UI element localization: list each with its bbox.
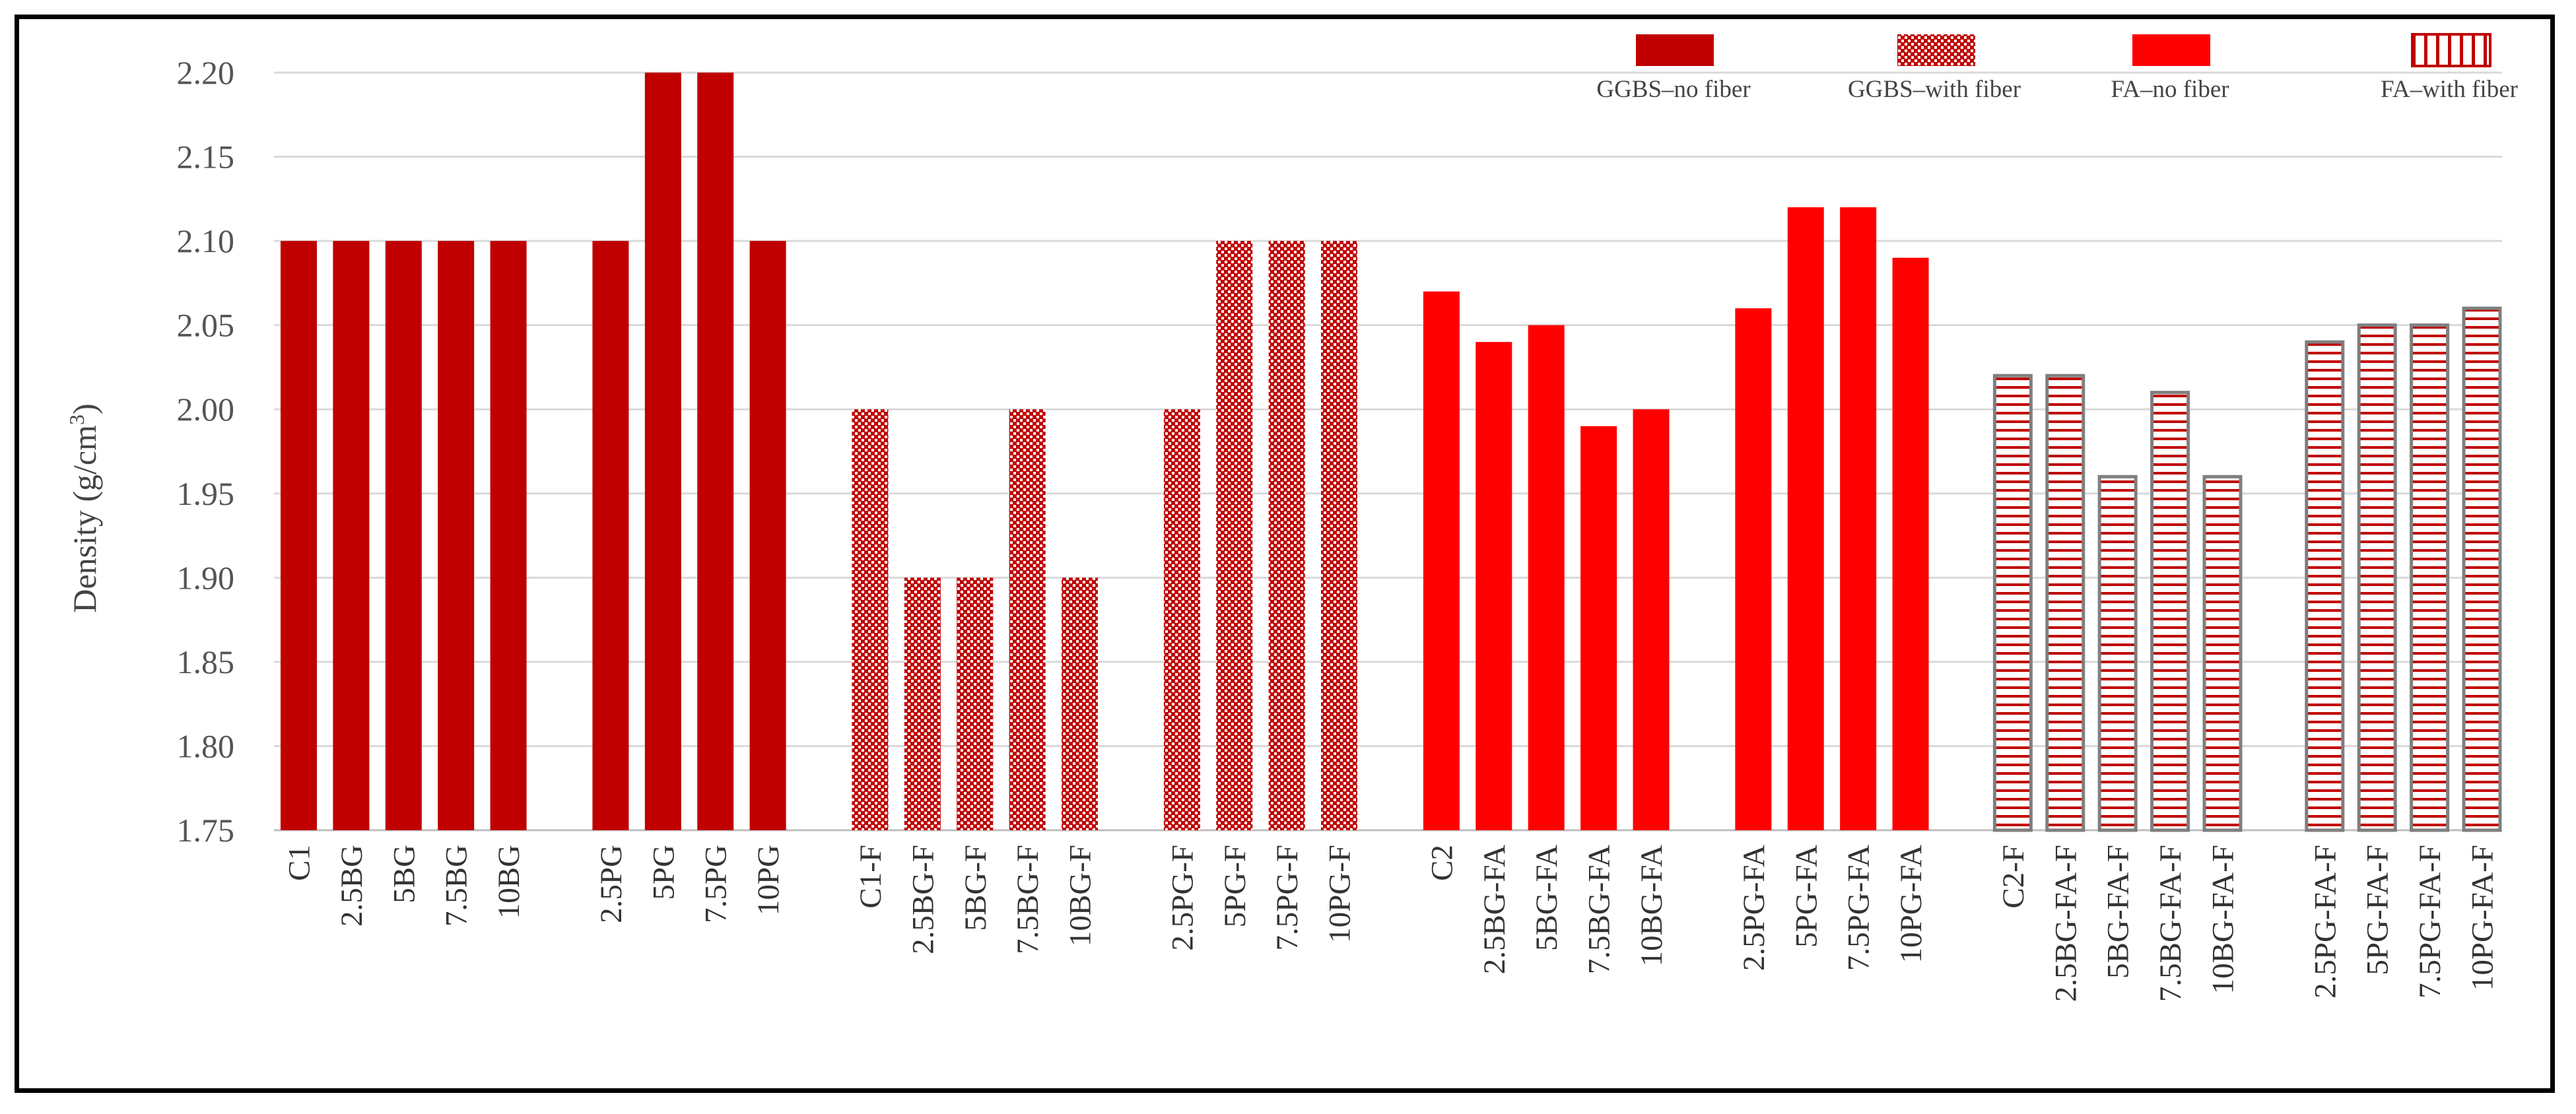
x-tick-10bg: 10BG bbox=[492, 845, 526, 919]
x-tick-7-5bg-fa: 7.5BG-FA bbox=[1582, 845, 1617, 974]
y-tick-2-10: 2.10 bbox=[177, 222, 235, 259]
y-tick-2-15: 2.15 bbox=[177, 139, 235, 176]
bar-7-5bg-fa bbox=[1580, 426, 1617, 830]
legend: GGBS–no fiber GGBS–with fiber FA–no fiber F… bbox=[1596, 33, 2518, 103]
x-tick-5bg-fa-f: 5BG-FA-F bbox=[2101, 845, 2136, 979]
bar-10bg bbox=[490, 241, 527, 831]
x-tick-10pg: 10PG bbox=[751, 845, 786, 915]
bar-2-5pg-fa bbox=[1735, 308, 1772, 831]
y-axis-label-main: Density (g/cm bbox=[66, 425, 103, 613]
bar-10bg-fa bbox=[1633, 409, 1670, 830]
x-tick-7-5bg-f: 7.5BG-F bbox=[1011, 845, 1045, 954]
x-tick-2-5bg: 2.5BG bbox=[335, 845, 369, 927]
x-tick-5bg-fa: 5BG-FA bbox=[1530, 845, 1564, 951]
x-tick-7-5bg: 7.5BG bbox=[440, 845, 474, 927]
bars bbox=[281, 73, 2502, 832]
bar-10bg-fa-f bbox=[2202, 475, 2243, 832]
y-axis-label: Density (g/cm3) bbox=[65, 403, 103, 612]
bar-5pg-fa-f bbox=[2357, 323, 2397, 832]
x-tick-10pg-fa-f: 10PG-FA-F bbox=[2466, 845, 2500, 991]
legend-swatch-ggbs-with-fiber bbox=[1897, 34, 1975, 66]
y-tick-2-20: 2.20 bbox=[177, 54, 235, 91]
bar-5bg bbox=[385, 241, 422, 831]
x-tick-10pg-f: 10PG-F bbox=[1323, 845, 1357, 943]
x-tick-5pg: 5PG bbox=[646, 845, 681, 900]
bar-10pg bbox=[749, 241, 786, 831]
bar-10pg-fa bbox=[1892, 257, 1929, 831]
x-tick-c1-f: C1-F bbox=[854, 845, 888, 909]
x-tick-2-5bg-f: 2.5BG-F bbox=[906, 845, 940, 954]
x-tick-7-5bg-fa-f: 7.5BG-FA-F bbox=[2153, 845, 2188, 1002]
bar-2-5pg-f bbox=[1163, 409, 1200, 830]
y-tick-2-00: 2.00 bbox=[177, 391, 235, 428]
x-tick-c1: C1 bbox=[283, 845, 317, 881]
x-tick-2-5bg-fa-f: 2.5BG-FA-F bbox=[2049, 845, 2083, 1002]
y-tick-1-80: 1.80 bbox=[177, 727, 235, 764]
legend-swatch-fa-with-fiber bbox=[2411, 33, 2491, 67]
bar-7-5bg bbox=[438, 241, 475, 831]
bar-2-5bg-fa-f bbox=[2045, 374, 2085, 832]
bar-5bg-fa bbox=[1528, 325, 1565, 831]
legend-label-fa-no-fiber: FA–no fiber bbox=[2111, 76, 2229, 103]
x-tick-7-5pg: 7.5PG bbox=[699, 845, 733, 923]
legend-swatch-ggbs-no-fiber bbox=[1636, 34, 1714, 66]
bar-2-5pg bbox=[592, 241, 629, 831]
bar-c1 bbox=[281, 241, 317, 831]
bar-10pg-f bbox=[1321, 241, 1358, 831]
x-tick-10bg-fa: 10BG-FA bbox=[1635, 845, 1669, 967]
y-tick-1-75: 1.75 bbox=[177, 812, 235, 849]
x-tick-2-5pg-fa: 2.5PG-FA bbox=[1737, 845, 1771, 971]
x-tick-5bg-f: 5BG-F bbox=[959, 845, 993, 931]
legend-swatch-fa-no-fiber bbox=[2132, 34, 2210, 66]
y-tick-1-95: 1.95 bbox=[177, 475, 235, 512]
x-tick-5pg-fa: 5PG-FA bbox=[1789, 845, 1823, 948]
x-tick-5bg: 5BG bbox=[387, 845, 421, 903]
legend-label-ggbs-with-fiber: GGBS–with fiber bbox=[1848, 76, 2021, 103]
x-tick-7-5pg-fa: 7.5PG-FA bbox=[1842, 845, 1876, 971]
y-axis-label-sup: 3 bbox=[65, 414, 88, 425]
bar-7-5bg-fa-f bbox=[2150, 391, 2190, 832]
x-tick-2-5pg: 2.5PG bbox=[594, 845, 628, 923]
bar-c2 bbox=[1423, 291, 1460, 831]
bar-10bg-f bbox=[1062, 577, 1099, 830]
legend-label-ggbs-no-fiber: GGBS–no fiber bbox=[1596, 76, 1750, 103]
bar-7-5bg-f bbox=[1009, 409, 1046, 830]
x-tick-c2-f: C2-F bbox=[1996, 845, 2031, 909]
x-tick-7-5pg-fa-f: 7.5PG-FA-F bbox=[2413, 845, 2447, 999]
bar-7-5pg-fa-f bbox=[2410, 323, 2450, 832]
bar-5bg-f bbox=[957, 577, 994, 830]
y-axis-label-close: ) bbox=[66, 403, 103, 414]
x-tick-10bg-fa-f: 10BG-FA-F bbox=[2206, 845, 2240, 994]
bar-2-5bg-f bbox=[904, 577, 941, 830]
x-tick-2-5bg-fa: 2.5BG-FA bbox=[1477, 845, 1512, 974]
y-tick-2-05: 2.05 bbox=[177, 307, 235, 344]
bar-5pg-f bbox=[1216, 241, 1253, 831]
y-tick-1-85: 1.85 bbox=[177, 643, 235, 680]
bar-2-5bg bbox=[333, 241, 370, 831]
x-tick-10pg-fa: 10PG-FA bbox=[1894, 845, 1928, 963]
x-tick-7-5pg-f: 7.5PG-F bbox=[1270, 845, 1305, 951]
bar-10pg-fa-f bbox=[2462, 306, 2502, 832]
bar-2-5pg-fa-f bbox=[2305, 340, 2345, 832]
bar-5pg bbox=[644, 73, 681, 830]
legend-label-fa-with-fiber: FA–with fiber bbox=[2381, 76, 2518, 103]
bar-5bg-fa-f bbox=[2097, 475, 2138, 832]
bar-2-5bg-fa bbox=[1475, 342, 1512, 830]
x-tick-2-5pg-fa-f: 2.5PG-FA-F bbox=[2308, 845, 2342, 999]
bar-7-5pg-fa bbox=[1840, 207, 1877, 831]
bar-7-5pg-f bbox=[1268, 241, 1305, 831]
x-tick-5pg-f: 5PG-F bbox=[1218, 845, 1252, 927]
bar-c2-f bbox=[1992, 374, 2033, 832]
x-axis-ticks: C1 2.5BG 5BG 7.5BG 10BG 2.5PG 5PG 7.5PG 10PG C1-F… bbox=[283, 845, 2500, 1002]
bar-5pg-fa bbox=[1787, 207, 1824, 831]
x-tick-5pg-fa-f: 5PG-FA-F bbox=[2361, 845, 2395, 975]
bar-7-5pg bbox=[697, 73, 734, 830]
x-tick-c2: C2 bbox=[1425, 845, 1459, 881]
y-axis-ticks: 1.75 1.80 1.85 1.90 1.95 2.00 2.05 2.10 2.15 2.20 bbox=[177, 54, 235, 849]
bar-c1-f bbox=[852, 409, 889, 830]
x-tick-10bg-f: 10BG-F bbox=[1064, 845, 1098, 946]
y-tick-1-90: 1.90 bbox=[177, 559, 235, 596]
x-tick-2-5pg-f: 2.5PG-F bbox=[1165, 845, 1200, 951]
